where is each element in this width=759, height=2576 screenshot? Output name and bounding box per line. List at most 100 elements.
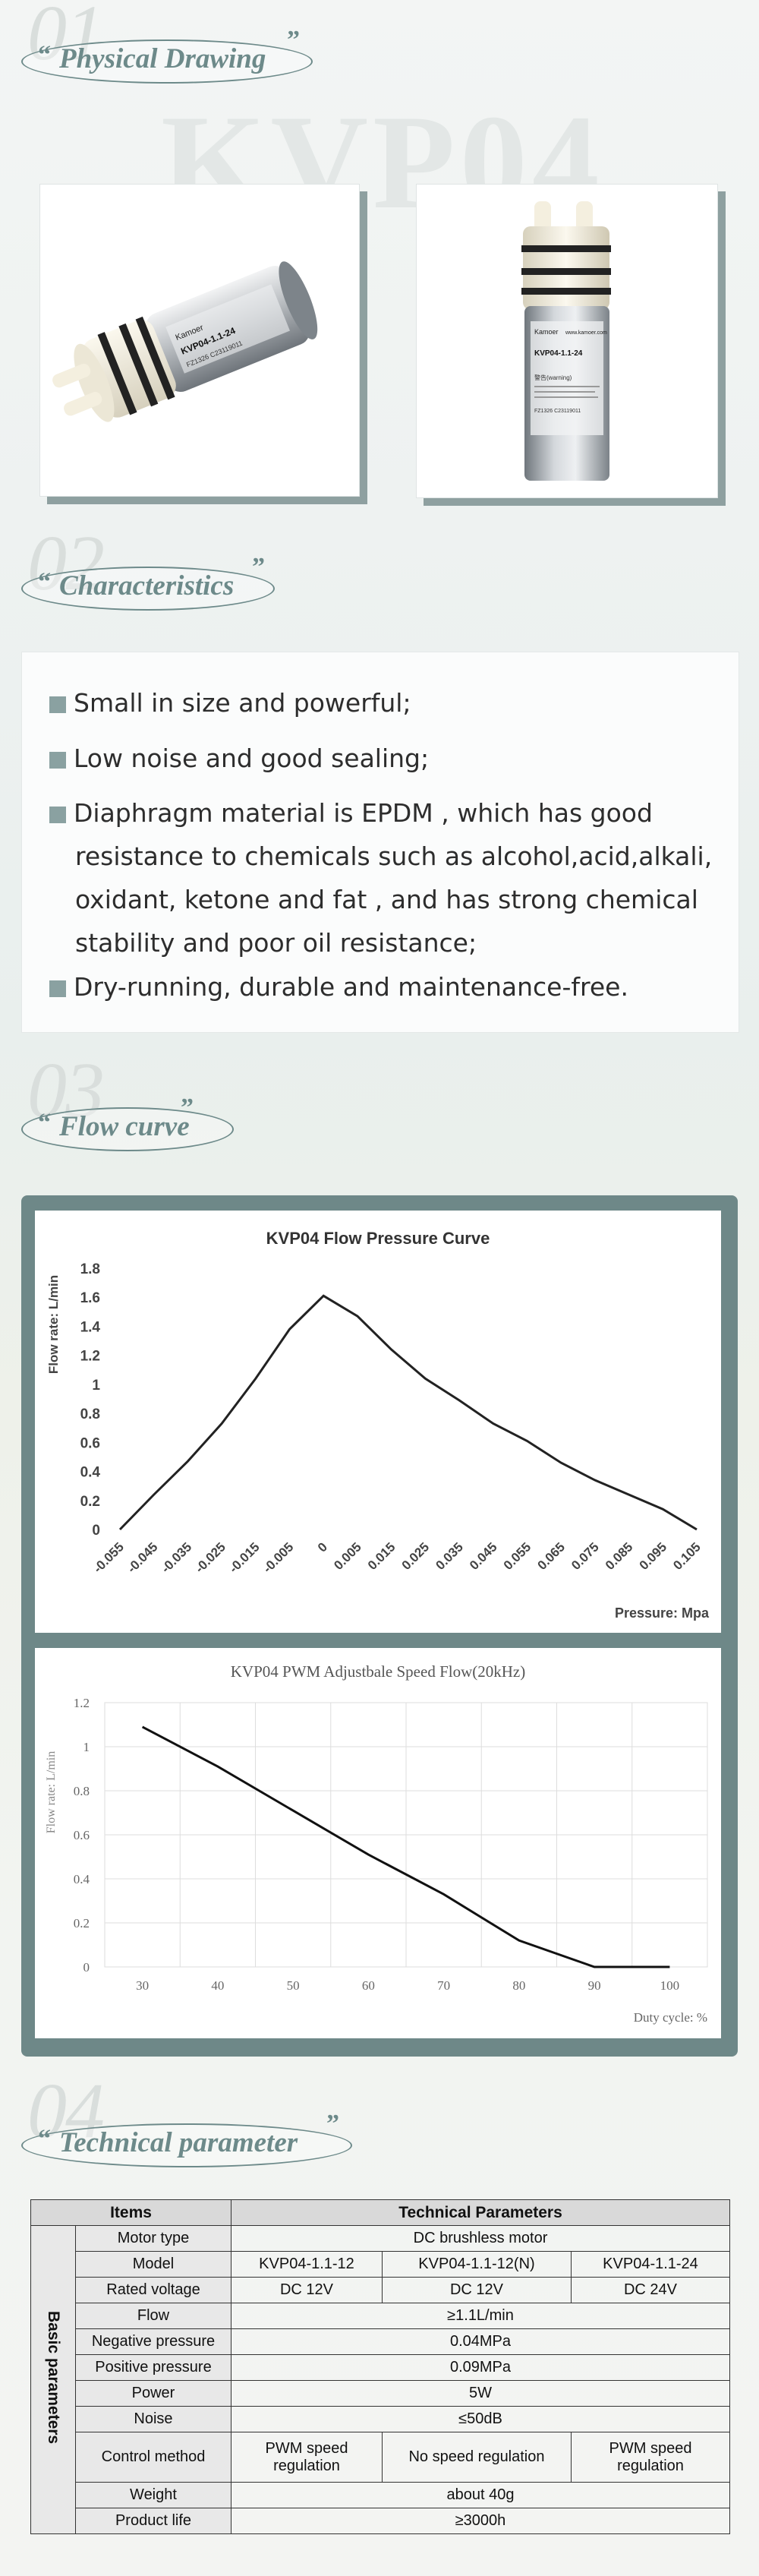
row-value: DC 24V	[571, 2277, 730, 2303]
y-tick-label: 0.8	[74, 1784, 90, 1798]
row-value: KVP04-1.1-24	[571, 2251, 730, 2278]
x-tick-label: -0.045	[124, 1539, 161, 1576]
row-value: ≤50dB	[231, 2406, 730, 2432]
section-title-physical-drawing: Physical Drawing	[59, 43, 266, 74]
table-row: Noise ≤50dB	[31, 2406, 730, 2432]
x-tick-label: 100	[660, 1978, 680, 1993]
row-label: Weight	[75, 2482, 231, 2508]
open-quote: “	[38, 568, 51, 596]
table-row: Flow ≥1.1L/min	[31, 2303, 730, 2329]
row-value: DC brushless motor	[231, 2225, 730, 2252]
characteristic-item: Low noise and good sealing;	[49, 737, 429, 780]
x-axis-label: Pressure: Mpa	[615, 1605, 710, 1621]
x-tick-label: -0.035	[159, 1539, 195, 1576]
pump-label-brand-2: Kamoer	[534, 328, 559, 336]
close-quote: ”	[252, 553, 265, 581]
flow-pressure-chart: KVP04 Flow Pressure Curve Flow rate: L/m…	[35, 1211, 721, 1633]
side-label-cell: Basic parameters	[30, 2225, 76, 2534]
x-tick-label: -0.005	[260, 1539, 297, 1576]
open-quote: “	[38, 1109, 51, 1137]
row-value: ≥1.1L/min	[231, 2303, 730, 2329]
characteristics-panel: Small in size and powerful; Low noise an…	[21, 652, 739, 1033]
chart-title: KVP04 PWM Adjustbale Speed Flow(20kHz)	[231, 1662, 525, 1681]
row-label: Product life	[75, 2508, 231, 2534]
x-tick-label: 0.105	[670, 1539, 704, 1573]
y-axis-label: Flow rate: L/min	[46, 1275, 61, 1374]
y-tick-label: 0.6	[80, 1435, 100, 1451]
y-tick-label: 0.2	[74, 1916, 90, 1930]
y-tick-label: 1.2	[74, 1696, 90, 1710]
row-value: PWM speed regulation	[571, 2432, 730, 2483]
square-bullet-icon	[49, 980, 66, 997]
section-title-technical-parameter: Technical parameter	[59, 2127, 298, 2158]
pump-label-model-2: KVP04-1.1-24	[534, 349, 583, 358]
x-tick-label: -0.025	[192, 1539, 228, 1576]
product-photo-vertical: Kamoer www.kamoer.com KVP04-1.1-24 警告(wa…	[416, 184, 718, 498]
pump-label-website: www.kamoer.com	[565, 330, 607, 336]
y-tick-label: 0.8	[80, 1406, 100, 1422]
x-tick-label: -0.055	[90, 1539, 127, 1576]
x-tick-label: -0.015	[226, 1539, 263, 1576]
table-row: Model KVP04-1.1-12 KVP04-1.1-12(N) KVP04…	[31, 2251, 730, 2278]
y-tick-label: 0	[92, 1523, 100, 1539]
y-tick-label: 0.2	[80, 1494, 100, 1510]
section-title-pill	[21, 2123, 352, 2167]
x-tick-label: 0.075	[568, 1539, 602, 1573]
row-label: Model	[75, 2251, 231, 2278]
open-quote: “	[38, 2125, 51, 2153]
table-row: Control method PWM speed regulation No s…	[31, 2432, 730, 2483]
row-value: 5W	[231, 2380, 730, 2407]
section-title-pill	[21, 1107, 234, 1151]
y-tick-label: 1.2	[80, 1349, 100, 1365]
row-value: DC 12V	[231, 2277, 383, 2303]
flow-pressure-chart-svg: KVP04 Flow Pressure Curve Flow rate: L/m…	[46, 1229, 710, 1621]
pump-label-serial-2: FZ1326 C23119011	[534, 409, 581, 414]
flow-curve-frame: KVP04 Flow Pressure Curve Flow rate: L/m…	[21, 1195, 738, 2057]
row-label: Negative pressure	[75, 2328, 231, 2355]
y-tick-label: 1.4	[80, 1319, 101, 1335]
y-tick-label: 1.6	[80, 1290, 100, 1306]
x-tick-label: 50	[287, 1978, 300, 1993]
table-header-row: Items Technical Parameters	[30, 2199, 730, 2226]
table-row: Weight about 40g	[31, 2482, 730, 2508]
row-value: ≥3000h	[231, 2508, 730, 2534]
x-tick-label: 70	[437, 1978, 450, 1993]
x-tick-label: 0.065	[534, 1539, 568, 1573]
x-tick-label: 0.085	[603, 1539, 636, 1573]
x-tick-label: 0.035	[433, 1539, 466, 1573]
close-quote: ”	[181, 1094, 194, 1122]
row-value: KVP04-1.1-12	[231, 2251, 383, 2278]
side-label-basic-parameters: Basic parameters	[45, 2310, 62, 2445]
section-title-pill	[21, 39, 313, 84]
row-value: DC 12V	[382, 2277, 572, 2303]
section-title-flow-curve: Flow curve	[59, 1111, 190, 1142]
row-label: Power	[75, 2380, 231, 2407]
row-value: about 40g	[231, 2482, 730, 2508]
row-label: Motor type	[75, 2225, 231, 2252]
pwm-speed-series-line	[141, 1725, 670, 1968]
table-row: Basic parameters Motor type DC brushless…	[30, 2225, 730, 2534]
row-label: Control method	[75, 2432, 231, 2483]
x-tick-label: 30	[136, 1978, 149, 1993]
x-tick-label: 0.045	[467, 1539, 500, 1573]
pwm-speed-chart: KVP04 PWM Adjustbale Speed Flow(20kHz) F…	[35, 1648, 721, 2038]
characteristic-item: Small in size and powerful;	[49, 681, 411, 724]
open-quote: “	[38, 41, 51, 69]
row-value: 0.04MPa	[231, 2328, 730, 2355]
y-tick-label: 0	[83, 1960, 90, 1975]
y-axis-label: Flow rate: L/min	[45, 1751, 58, 1833]
square-bullet-icon	[49, 696, 66, 713]
header-items: Items	[30, 2199, 231, 2226]
y-tick-label: 1	[92, 1378, 100, 1394]
x-tick-label: 90	[588, 1978, 601, 1993]
x-tick-label: 80	[512, 1978, 525, 1993]
pump-label-warning: 警告(warning)	[534, 374, 572, 381]
characteristic-item: Dry-running, durable and maintenance-fre…	[49, 965, 628, 1009]
x-tick-label: 0.055	[501, 1539, 534, 1573]
row-label: Noise	[75, 2406, 231, 2432]
x-tick-label: 40	[211, 1978, 224, 1993]
row-label: Flow	[75, 2303, 231, 2329]
x-tick-label: 0	[315, 1539, 330, 1555]
table-row: Power 5W	[31, 2380, 730, 2407]
close-quote: ”	[326, 2110, 339, 2138]
